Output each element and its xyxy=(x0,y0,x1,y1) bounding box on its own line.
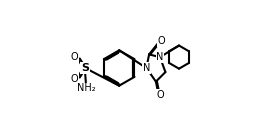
Text: O: O xyxy=(156,90,164,100)
Text: N: N xyxy=(156,52,164,62)
Text: NH₂: NH₂ xyxy=(77,83,96,93)
Text: N: N xyxy=(143,63,150,73)
Text: O: O xyxy=(70,74,78,84)
Text: S: S xyxy=(81,63,89,73)
Text: O: O xyxy=(157,36,165,46)
Text: O: O xyxy=(70,52,78,62)
